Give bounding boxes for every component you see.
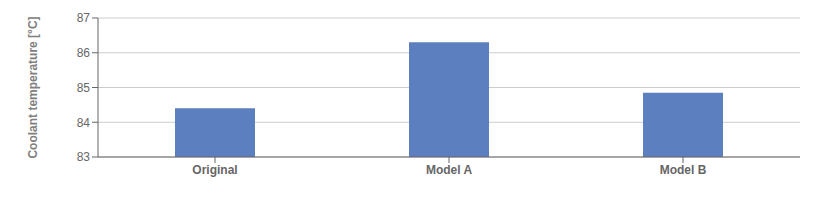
svg-text:Original: Original <box>192 163 237 177</box>
svg-text:Model A: Model A <box>426 163 473 177</box>
svg-text:Model B: Model B <box>660 163 707 177</box>
svg-text:85: 85 <box>77 81 91 95</box>
svg-text:83: 83 <box>77 150 91 164</box>
svg-text:84: 84 <box>77 116 91 130</box>
svg-text:86: 86 <box>77 46 91 60</box>
svg-text:87: 87 <box>77 11 91 25</box>
svg-text:Coolant temperature [°C]: Coolant temperature [°C] <box>26 16 40 158</box>
